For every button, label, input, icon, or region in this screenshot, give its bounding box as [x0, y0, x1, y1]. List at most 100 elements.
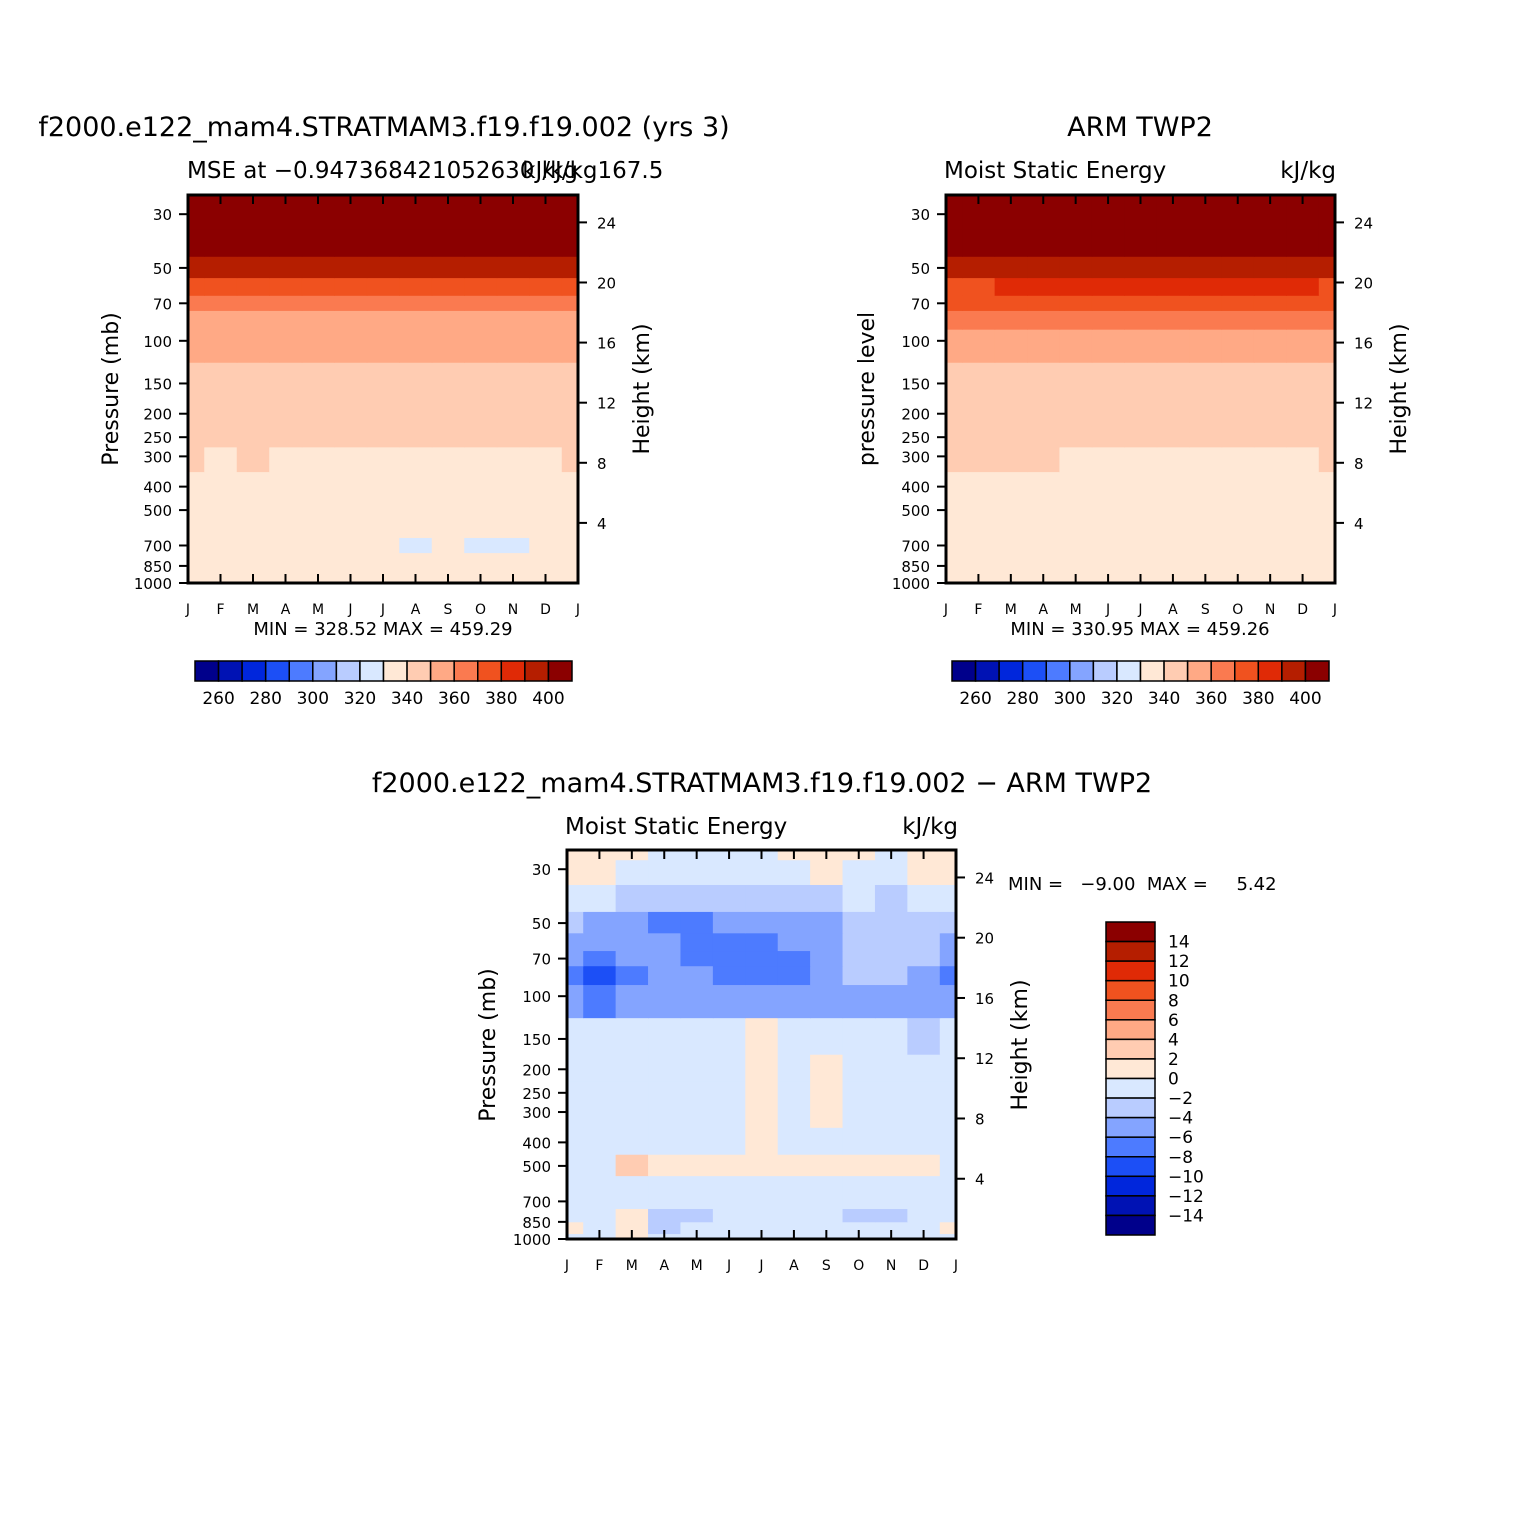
- contour-cell: [464, 329, 498, 363]
- contour-cell: [745, 950, 779, 967]
- y2-tick-label: 24: [597, 214, 616, 232]
- contour-cell: [1027, 310, 1061, 330]
- colorbar-label: −12: [1168, 1187, 1204, 1207]
- x-tick-label: N: [1265, 602, 1275, 618]
- contour-cell: [648, 1127, 682, 1155]
- contour-cell: [615, 1081, 649, 1104]
- contour-cell: [1027, 446, 1061, 473]
- contour-cell: [269, 565, 303, 579]
- panel-obs-minmax: MIN = 330.95 MAX = 459.26: [1010, 619, 1269, 640]
- contour-cell: [907, 1193, 941, 1210]
- colorbar-swatch: [1163, 660, 1189, 682]
- contour-cell: [994, 519, 1028, 538]
- contour-cell: [615, 911, 649, 934]
- contour-cell: [939, 932, 957, 952]
- contour-cell: [496, 519, 530, 538]
- contour-cell: [301, 552, 335, 567]
- contour-cell: [1124, 446, 1158, 473]
- contour-cell: [680, 1054, 714, 1082]
- colorbar-swatch: [1069, 660, 1095, 682]
- x-tick-label: A: [659, 1258, 669, 1274]
- contour-cell: [907, 1081, 941, 1104]
- contour-cell: [529, 229, 563, 257]
- contour-cell: [399, 425, 433, 448]
- contour-cell: [874, 859, 908, 885]
- panel-diff-subtitle-right: kJ/kg: [902, 814, 958, 840]
- contour-cell: [301, 519, 335, 538]
- contour-cell: [1124, 552, 1158, 567]
- contour-cell: [842, 932, 876, 952]
- contour-cell: [1286, 446, 1320, 473]
- contour-cell: [680, 1127, 714, 1155]
- contour-cell: [1091, 277, 1125, 296]
- colorbar-swatch: [1304, 660, 1330, 682]
- contour-cell: [1189, 329, 1223, 363]
- contour-cell: [236, 425, 270, 448]
- contour-cell: [1189, 295, 1223, 311]
- contour-cell: [946, 471, 963, 499]
- colorbar-swatch: [1210, 660, 1236, 682]
- contour-cell: [946, 362, 963, 400]
- contour-cell: [712, 1221, 746, 1235]
- contour-cell: [1286, 519, 1320, 538]
- contour-cell: [496, 277, 530, 296]
- contour-cell: [1318, 577, 1336, 584]
- contour-cell: [1253, 256, 1287, 279]
- contour-cell: [874, 932, 908, 952]
- contour-cell: [431, 565, 465, 579]
- contour-cell: [464, 552, 498, 567]
- colorbar-swatch: [217, 660, 243, 682]
- contour-cell: [842, 1221, 876, 1235]
- colorbar-label: −14: [1168, 1206, 1204, 1226]
- x-tick-label: J: [726, 1258, 731, 1274]
- contour-cell: [269, 310, 303, 330]
- contour-cell: [301, 277, 335, 296]
- contour-cell: [583, 1054, 617, 1082]
- contour-cell: [712, 911, 746, 934]
- contour-cell: [204, 277, 238, 296]
- contour-cell: [1253, 537, 1287, 554]
- contour-cell: [615, 965, 649, 986]
- x-tick-label: N: [886, 1258, 896, 1274]
- contour-cell: [615, 859, 649, 885]
- contour-cell: [810, 1017, 844, 1055]
- y-tick-label: 200: [901, 406, 930, 424]
- contour-cell: [1091, 204, 1125, 230]
- contour-cell: [946, 256, 963, 279]
- contour-cell: [648, 984, 682, 1019]
- contour-cell: [1318, 498, 1336, 521]
- contour-cell: [648, 1017, 682, 1055]
- contour-cell: [745, 1054, 779, 1082]
- contour-cell: [874, 1193, 908, 1210]
- contour-cell: [842, 1154, 876, 1177]
- contour-cell: [946, 565, 963, 579]
- contour-cell: [1253, 519, 1287, 538]
- contour-cell: [962, 471, 996, 499]
- contour-cell: [301, 471, 335, 499]
- contour-cell: [939, 859, 957, 885]
- contour-cell: [583, 884, 617, 912]
- contour-cell: [1221, 204, 1255, 230]
- contour-cell: [939, 1208, 957, 1223]
- colorbar-label: 320: [344, 689, 376, 709]
- contour-cell: [1189, 362, 1223, 400]
- contour-cell: [946, 552, 963, 567]
- y-tick-label: 30: [153, 206, 172, 224]
- contour-cell: [1027, 256, 1061, 279]
- contour-cell: [567, 1102, 584, 1128]
- panel-obs-y2label: Height (km): [1387, 323, 1412, 454]
- colorbar-swatch: [264, 660, 291, 682]
- contour-cell: [188, 277, 205, 296]
- contour-cell: [464, 204, 498, 230]
- contour-cell: [1059, 552, 1093, 567]
- contour-cell: [236, 446, 270, 473]
- contour-cell: [583, 911, 617, 934]
- contour-cell: [334, 552, 368, 567]
- contour-cell: [1221, 362, 1255, 400]
- colorbar-label: 400: [1289, 689, 1321, 709]
- contour-cell: [1027, 277, 1061, 296]
- contour-cell: [842, 1175, 876, 1194]
- contour-cell: [939, 1081, 957, 1104]
- contour-cell: [962, 565, 996, 579]
- contour-cell: [1027, 565, 1061, 579]
